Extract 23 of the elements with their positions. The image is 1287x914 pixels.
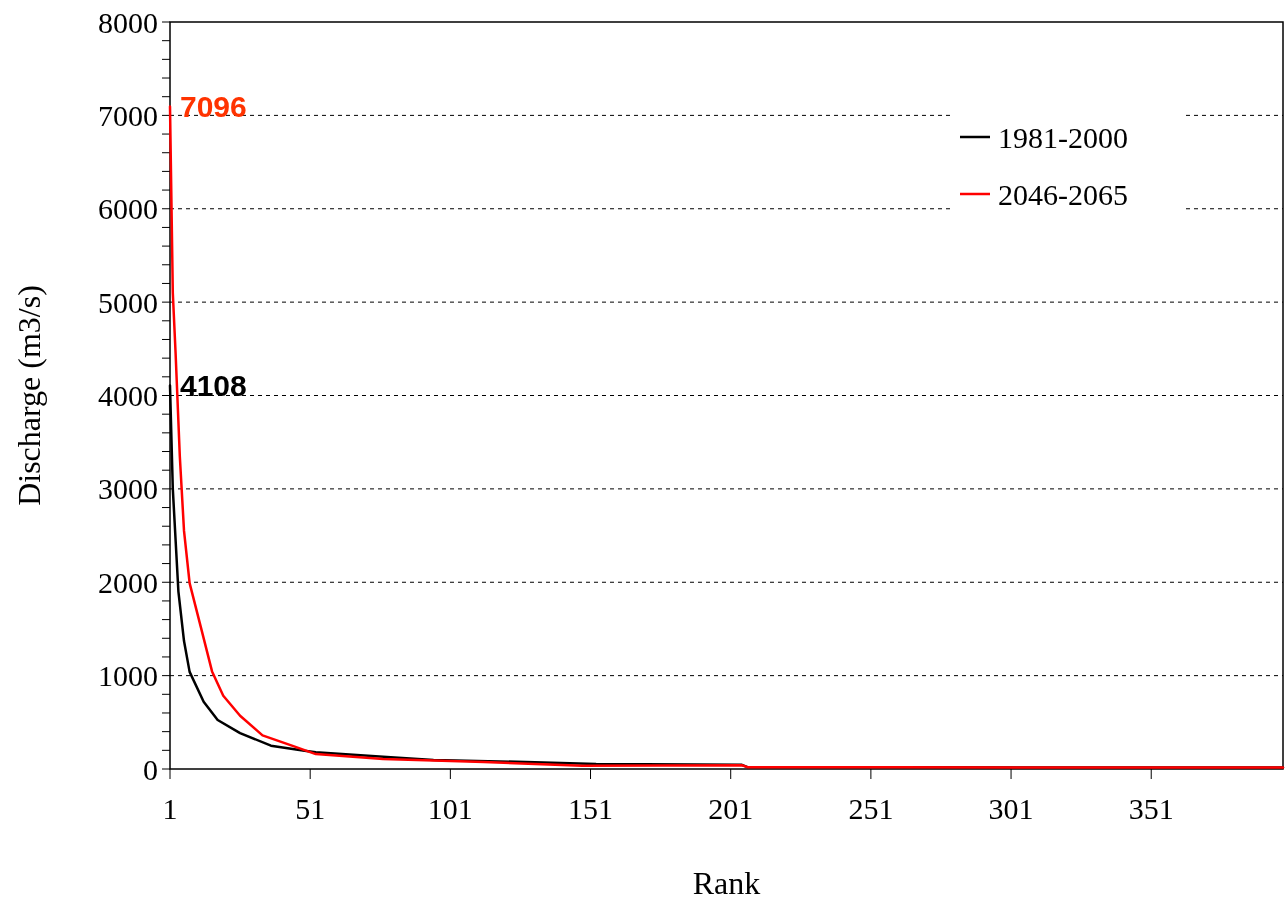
x-tick-label: 101 [427, 792, 473, 825]
annotation: 4108 [180, 368, 247, 402]
annotation: 7096 [180, 89, 247, 123]
x-tick-label: 301 [988, 792, 1034, 825]
y-tick-label: 5000 [98, 285, 158, 319]
y-tick-label: 1000 [98, 659, 158, 693]
x-tick-label: 151 [568, 792, 614, 825]
y-tick-label: 3000 [98, 472, 158, 506]
x-tick-label: 1 [162, 792, 178, 825]
x-axis-title: Rank [692, 865, 761, 901]
y-tick-label: 6000 [98, 192, 158, 226]
y-tick-label: 8000 [98, 5, 158, 39]
legend-label: 2046-2065 [998, 177, 1128, 211]
x-tick-label: 351 [1128, 792, 1174, 825]
x-tick-label: 51 [295, 792, 326, 825]
y-tick-label: 0 [143, 752, 158, 786]
y-tick-label: 7000 [98, 98, 158, 132]
y-tick-label: 2000 [98, 565, 158, 599]
y-tick-label: 4000 [98, 379, 158, 412]
x-tick-label: 201 [708, 792, 754, 825]
x-tick-label: 251 [848, 792, 894, 825]
legend-label: 1981-2000 [998, 120, 1128, 154]
y-axis-title: Discharge (m3/s) [11, 285, 47, 506]
